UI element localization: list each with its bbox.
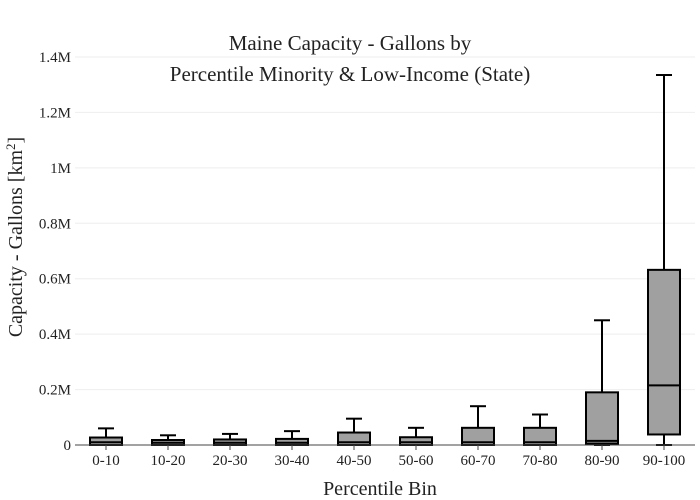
- box-body: [399, 436, 433, 446]
- box-0-10: [89, 427, 123, 447]
- x-tick-label: 10-20: [151, 453, 186, 469]
- x-tick-label: 60-70: [461, 453, 496, 469]
- box-20-30: [213, 432, 247, 447]
- y-tick-label: 0.4M: [39, 327, 71, 343]
- box-90-100: [647, 74, 681, 446]
- x-tick-label: 50-60: [399, 453, 434, 469]
- box-10-20: [151, 434, 185, 446]
- box-60-70: [461, 405, 495, 446]
- y-axis-title-superscript: 2: [3, 143, 18, 150]
- box-50-60: [399, 426, 433, 446]
- axes: 0 0.2M 0.4M 0.6M 0.8M 1M 1.2M 1.4M 0-10 10-20 20-3…: [39, 50, 695, 469]
- x-tick-label: 70-80: [523, 453, 558, 469]
- x-tick-label: 40-50: [337, 453, 372, 469]
- y-tick-label: 1M: [50, 161, 71, 177]
- y-axis-title: Capacity - Gallons [km2]: [3, 137, 27, 337]
- y-tick-label: 1.2M: [39, 105, 71, 121]
- y-tick-label: 0: [64, 438, 72, 454]
- y-tick-label: 1.4M: [39, 50, 71, 66]
- box-body: [585, 391, 619, 445]
- y-axis-title-end: ]: [5, 137, 27, 144]
- y-tick-label: 0.8M: [39, 216, 71, 232]
- x-tick-label: 20-30: [213, 453, 248, 469]
- chart-title-line-1: Maine Capacity - Gallons by: [229, 31, 472, 55]
- y-tick-label: 0.2M: [39, 383, 71, 399]
- x-tick-label: 30-40: [275, 453, 310, 469]
- box-30-40: [275, 430, 309, 447]
- box-series: [89, 74, 681, 447]
- box-body: [647, 268, 681, 436]
- box-40-50: [337, 417, 371, 446]
- x-axis-title: Percentile Bin: [323, 478, 437, 500]
- x-tick-label: 80-90: [585, 453, 620, 469]
- y-tick-label: 0.6M: [39, 272, 71, 288]
- gridlines: [75, 56, 695, 391]
- y-axis-title-main: Capacity - Gallons [km: [5, 150, 27, 338]
- box-70-80: [523, 413, 557, 446]
- chart-title-line-2: Percentile Minority & Low-Income (State): [170, 62, 530, 86]
- x-tick-label: 90-100: [643, 453, 686, 469]
- x-tick-label: 0-10: [92, 453, 120, 469]
- box-80-90: [585, 319, 619, 446]
